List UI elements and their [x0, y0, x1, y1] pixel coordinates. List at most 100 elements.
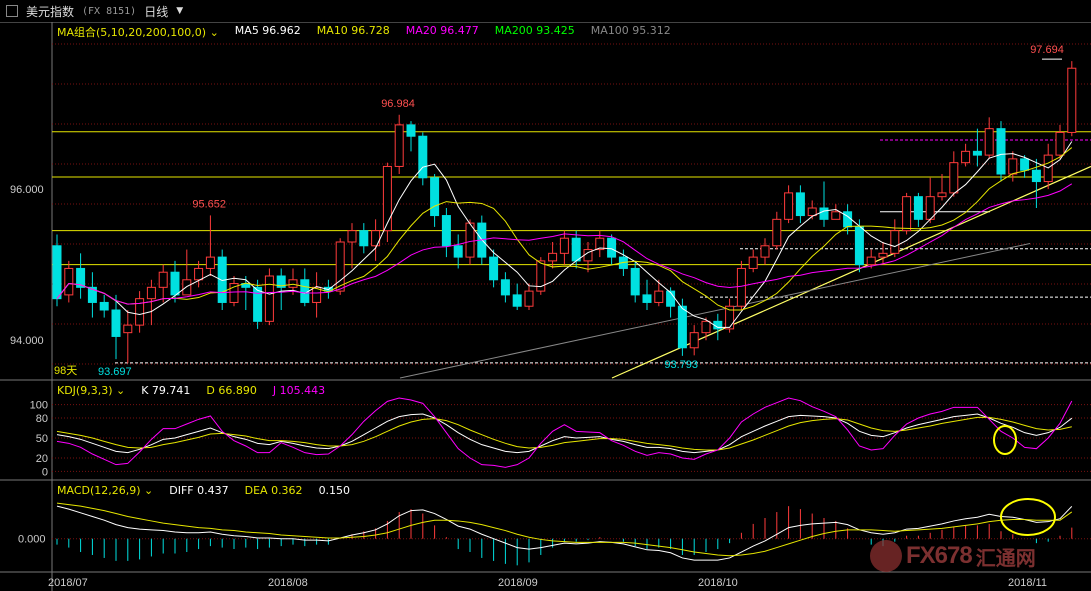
candle-body — [784, 192, 794, 220]
price-annotation: 93.697 — [98, 366, 132, 378]
j-line — [56, 397, 1073, 468]
ma20-line — [56, 183, 1073, 305]
candle-body — [1043, 154, 1053, 183]
candle-body — [512, 294, 522, 307]
candle-body — [642, 294, 652, 303]
candle-body — [146, 286, 156, 300]
candle-body — [441, 215, 451, 247]
candle-body — [984, 128, 994, 156]
candle-body — [819, 207, 829, 220]
candle-body — [500, 279, 510, 296]
date-tick-label: 2018/11 — [1008, 577, 1047, 589]
candle-body — [158, 271, 168, 288]
candle-body — [524, 290, 534, 307]
candle-body — [607, 237, 617, 258]
ma-group-selector[interactable]: MA组合(5,10,20,200,100,0) ⌄ — [57, 26, 219, 39]
j-value: J 105.443 — [272, 384, 326, 397]
kdj-selector[interactable]: KDJ(9,3,3) ⌄ — [57, 384, 126, 397]
candle-body — [772, 218, 782, 247]
chevron-down-icon[interactable]: ⌄ — [206, 26, 219, 39]
highlight-circle — [993, 425, 1017, 455]
candle-body — [1031, 169, 1041, 183]
candle-body — [217, 256, 227, 303]
candle-body — [276, 275, 286, 288]
candle-body — [748, 256, 758, 269]
instrument-code: (FX 8151) — [82, 5, 137, 17]
candle-body — [52, 245, 62, 300]
candle-body — [335, 241, 345, 292]
candle-body — [264, 275, 274, 322]
candle-body — [477, 222, 487, 258]
candle-body — [347, 230, 357, 243]
candle-body — [890, 230, 900, 254]
fx678-logo-icon — [870, 540, 902, 572]
price-annotation: 93.793 — [664, 359, 698, 371]
candle-body — [489, 256, 499, 281]
date-tick-label: 2018/07 — [48, 577, 88, 589]
d-line — [56, 416, 1072, 451]
candle-body — [902, 196, 912, 232]
candle-body — [736, 267, 746, 307]
ma10-value: MA10 96.728 — [316, 24, 390, 37]
candle-body — [677, 305, 687, 349]
candle-body — [1067, 67, 1077, 133]
candle-body — [418, 135, 428, 179]
candle-body — [182, 279, 192, 296]
price-annotation: 97.694 — [1030, 44, 1064, 56]
candle-body — [123, 324, 133, 334]
candle-body — [595, 237, 605, 251]
chevron-down-icon[interactable]: ▼ — [176, 6, 184, 16]
price-tick-label: 96.000 — [10, 184, 44, 196]
ma100-value: MA100 95.312 — [590, 24, 671, 37]
watermark: FX678 汇通网 — [870, 540, 1036, 572]
candle-body — [394, 124, 404, 167]
diff-value: DIFF 0.437 — [169, 484, 229, 497]
candle-body — [559, 237, 569, 254]
candle-body — [725, 305, 735, 330]
candle-body — [300, 279, 310, 303]
chevron-down-icon[interactable]: ⌄ — [112, 384, 126, 397]
candle-body — [64, 267, 74, 296]
date-tick-label: 2018/10 — [698, 577, 738, 589]
candle-body — [323, 286, 333, 292]
candle-body — [135, 298, 145, 326]
candle-body — [548, 252, 558, 262]
kdj-tick-label: 50 — [36, 433, 48, 445]
candle-body — [194, 267, 204, 281]
candle-body — [961, 150, 971, 164]
candle-body — [1008, 158, 1018, 175]
candle-body — [76, 267, 86, 288]
candle-body — [925, 196, 935, 220]
ma200-value: MA200 93.425 — [494, 24, 575, 37]
d-value: D 66.890 — [206, 384, 257, 397]
macd-value: 0.150 — [318, 484, 351, 497]
k-value: K 79.741 — [141, 384, 191, 397]
candle-body — [241, 283, 251, 288]
candle-body — [807, 207, 817, 217]
highlight-circle — [1000, 498, 1056, 536]
candle-body — [949, 162, 959, 194]
date-tick-label: 2018/08 — [268, 577, 308, 589]
kdj-tick-label: 0 — [42, 466, 48, 478]
candle-body — [87, 286, 97, 303]
period-selector[interactable]: 日线 — [144, 4, 169, 19]
kdj-tick-label: 20 — [36, 453, 48, 465]
macd-selector[interactable]: MACD(12,26,9) ⌄ — [57, 484, 154, 497]
candle-body — [536, 260, 546, 292]
candle-body — [465, 222, 475, 258]
ma5-line — [56, 141, 1073, 328]
chevron-down-icon[interactable]: ⌄ — [140, 484, 154, 497]
price-annotation: 95.652 — [192, 198, 226, 210]
watermark-text-2: 汇通网 — [975, 547, 1036, 570]
candle-body — [996, 128, 1006, 175]
window-icon[interactable] — [6, 5, 18, 17]
date-tick-label: 2018/09 — [498, 577, 538, 589]
candle-body — [795, 192, 805, 217]
ma5-value: MA5 96.962 — [234, 24, 301, 37]
candle-body — [111, 309, 121, 337]
ma10-line — [56, 147, 1073, 311]
candle-body — [359, 230, 369, 247]
price-annotation: 96.984 — [381, 98, 415, 110]
macd-tick-label: 0.000 — [18, 534, 46, 546]
